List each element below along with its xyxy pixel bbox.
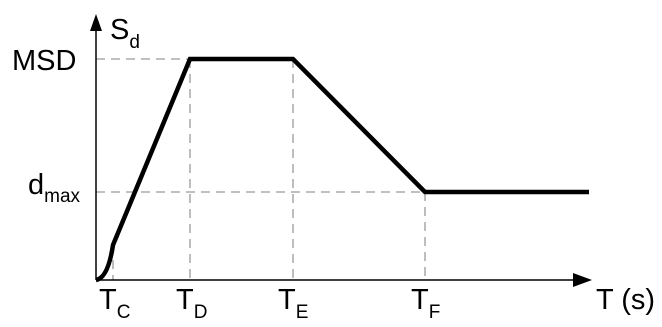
- y-axis-title-sub: d: [129, 32, 140, 53]
- x-tick-te-sub: E: [296, 302, 309, 323]
- x-tick-tc-main: T: [99, 284, 117, 316]
- x-tick-td-sub: D: [194, 302, 208, 323]
- y-tick-dmax-sub: max: [44, 186, 80, 207]
- y-tick-dmax-main: d: [28, 169, 44, 201]
- axes: [90, 14, 592, 287]
- spectrum-curve: [95, 56, 589, 283]
- x-tick-te: TE: [278, 284, 308, 323]
- y-tick-msd: MSD: [12, 45, 76, 77]
- y-tick-dmax: dmax: [28, 169, 81, 207]
- x-tick-tc-sub: C: [117, 302, 131, 323]
- x-tick-tc: TC: [99, 284, 130, 323]
- y-axis-title: Sd: [110, 14, 140, 53]
- x-tick-td: TD: [176, 284, 207, 323]
- y-tick-msd-main: MSD: [12, 45, 76, 77]
- guide-lines: [96, 58, 426, 280]
- x-tick-tf-sub: F: [429, 302, 441, 323]
- x-tick-tf: TF: [411, 284, 440, 323]
- x-axis-title-main: T: [596, 284, 614, 316]
- x-axis-title: T (s): [596, 284, 655, 316]
- x-tick-te-main: T: [278, 284, 296, 316]
- x-axis-arrow-icon: [573, 273, 592, 287]
- x-tick-td-main: T: [176, 284, 194, 316]
- x-axis-title-unit: (s): [613, 284, 655, 316]
- y-axis-arrow-icon: [90, 14, 102, 31]
- y-axis-title-main: S: [110, 14, 129, 46]
- x-tick-tf-main: T: [411, 284, 429, 316]
